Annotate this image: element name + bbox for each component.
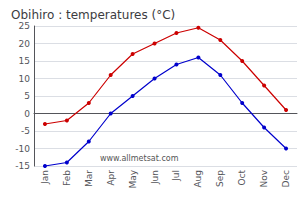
svg-text:Dec: Dec — [281, 170, 291, 187]
svg-text:5: 5 — [24, 91, 30, 101]
svg-text:-5: -5 — [21, 126, 30, 136]
svg-text:10: 10 — [19, 74, 31, 84]
svg-text:Jan: Jan — [40, 170, 50, 185]
svg-text:May: May — [128, 169, 138, 188]
svg-text:Jul: Jul — [171, 170, 181, 182]
svg-text:Sep: Sep — [215, 170, 225, 187]
svg-text:-10: -10 — [15, 144, 30, 154]
svg-text:Apr: Apr — [106, 170, 116, 186]
svg-text:0: 0 — [24, 109, 30, 119]
svg-text:Obihiro : temperatures (°C): Obihiro : temperatures (°C) — [11, 8, 175, 22]
svg-text:Mar: Mar — [84, 170, 94, 187]
svg-text:Aug: Aug — [193, 170, 203, 188]
svg-text:25: 25 — [19, 21, 30, 31]
svg-text:-15: -15 — [15, 161, 30, 171]
svg-text:Jun: Jun — [150, 170, 160, 185]
svg-text:Oct: Oct — [237, 170, 247, 186]
svg-text:Feb: Feb — [62, 170, 72, 186]
svg-text:15: 15 — [19, 56, 30, 66]
svg-text:www.allmetsat.com: www.allmetsat.com — [100, 154, 179, 163]
svg-text:20: 20 — [19, 39, 31, 49]
svg-text:Nov: Nov — [259, 169, 269, 187]
